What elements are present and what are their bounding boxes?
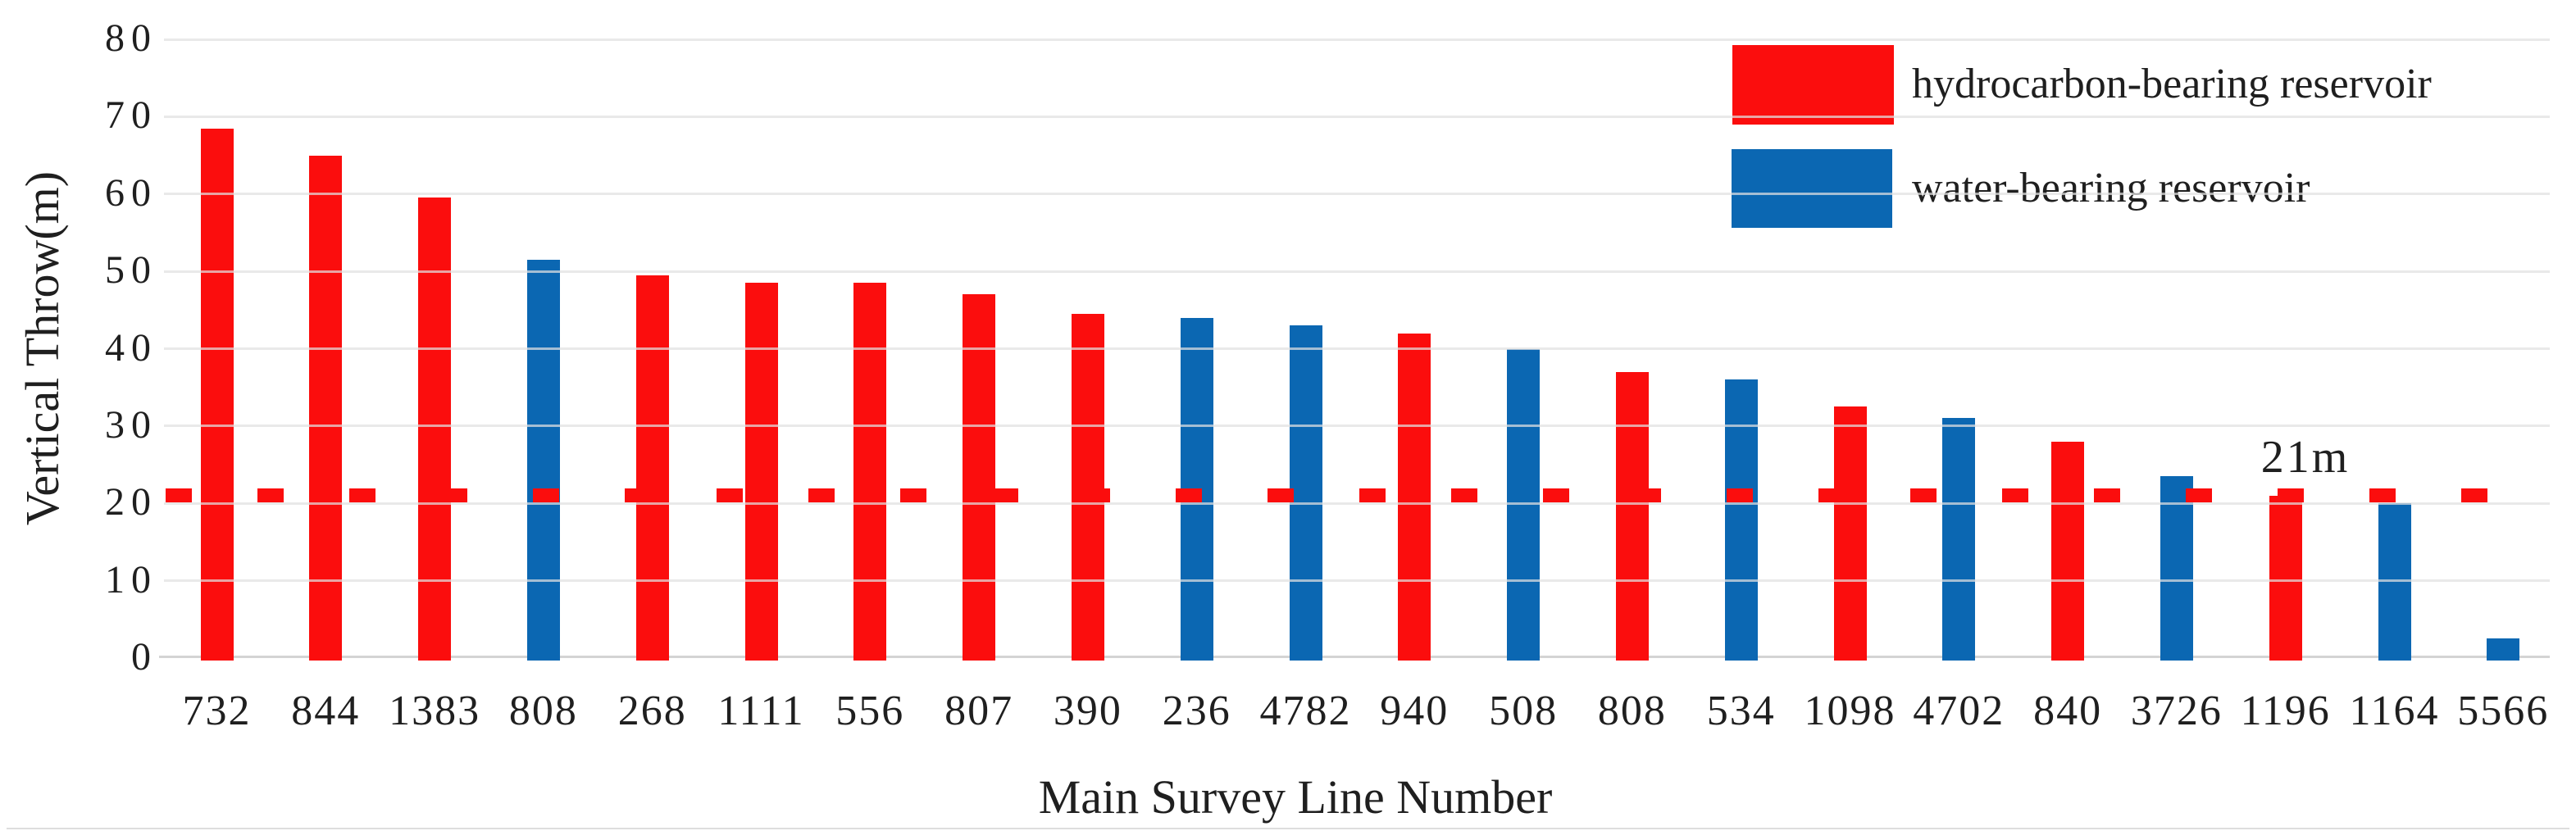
bar-732	[200, 128, 234, 661]
gridline-20	[164, 502, 2550, 505]
x-tick-732: 732	[182, 688, 252, 734]
bar-807	[963, 294, 996, 661]
plot-area	[159, 38, 2550, 661]
gridline-80	[164, 38, 2550, 41]
x-tick-508: 508	[1489, 688, 1559, 734]
x-tick-1098: 1098	[1804, 688, 1896, 734]
bar-534	[1724, 379, 1758, 661]
bar-556	[853, 283, 887, 661]
gridline-10	[164, 579, 2550, 583]
bar-808	[1615, 371, 1649, 661]
y-tick-50: 50	[105, 248, 157, 293]
bar-1164	[2378, 503, 2411, 661]
x-tick-1111: 1111	[717, 688, 805, 734]
x-tick-844: 844	[291, 688, 361, 734]
bar-1111	[744, 283, 778, 661]
bar-390	[1071, 314, 1104, 661]
x-tick-808: 808	[508, 688, 578, 734]
x-tick-556: 556	[835, 688, 905, 734]
y-tick-30: 30	[105, 402, 157, 447]
bar-508	[1507, 348, 1541, 661]
x-tick-3726: 3726	[2130, 688, 2223, 734]
gridline-40	[164, 347, 2550, 350]
x-tick-808: 808	[1597, 688, 1667, 734]
gridline-30	[164, 425, 2550, 428]
bar-844	[309, 155, 343, 661]
x-tick-1196: 1196	[2240, 688, 2331, 734]
x-tick-807: 807	[944, 688, 1014, 734]
bar-840	[2051, 441, 2085, 661]
gridline-50	[164, 270, 2550, 273]
legend-swatch-hydrocarbon	[1732, 45, 1894, 125]
legend-label-water: water-bearing reservoir	[1912, 165, 2310, 211]
bar-3726	[2160, 476, 2193, 661]
x-tick-940: 940	[1380, 688, 1450, 734]
bar-1196	[2269, 495, 2302, 661]
legend-label-hydrocarbon: hydrocarbon-bearing reservoir	[1912, 61, 2432, 107]
bar-1098	[1833, 406, 1867, 661]
reference-line-annotation: 21m	[2260, 432, 2351, 483]
bar-4702	[1942, 418, 1976, 661]
x-tick-4782: 4782	[1259, 688, 1352, 734]
legend-swatch-water	[1732, 149, 1892, 228]
gridline-60	[164, 193, 2550, 196]
bar-1383	[418, 198, 452, 661]
x-tick-840: 840	[2033, 688, 2103, 734]
y-tick-80: 80	[105, 16, 157, 61]
y-tick-20: 20	[105, 480, 157, 524]
x-axis-title: Main Survey Line Number	[1038, 770, 1553, 824]
x-tick-1164: 1164	[2349, 688, 2440, 734]
y-tick-40: 40	[105, 325, 157, 370]
x-tick-5566: 5566	[2457, 688, 2550, 734]
x-tick-4702: 4702	[1913, 688, 2005, 734]
reference-dashed-line	[166, 488, 2494, 503]
y-axis-title: Vertical Throw(m)	[16, 170, 69, 526]
x-tick-236: 236	[1162, 688, 1231, 734]
gridline-70	[164, 115, 2550, 118]
figure-bottom-border	[7, 828, 2569, 829]
bar-268	[635, 275, 669, 661]
bar-5566	[2487, 638, 2520, 661]
y-tick-60: 60	[105, 170, 157, 215]
y-tick-70: 70	[105, 93, 157, 138]
y-tick-10: 10	[105, 557, 157, 602]
x-tick-1383: 1383	[389, 688, 481, 734]
bar-808	[526, 259, 560, 661]
x-tick-390: 390	[1053, 688, 1122, 734]
x-tick-534: 534	[1706, 688, 1776, 734]
y-tick-0: 0	[131, 635, 157, 679]
x-tick-268: 268	[617, 688, 687, 734]
x-axis-line	[159, 656, 2550, 658]
